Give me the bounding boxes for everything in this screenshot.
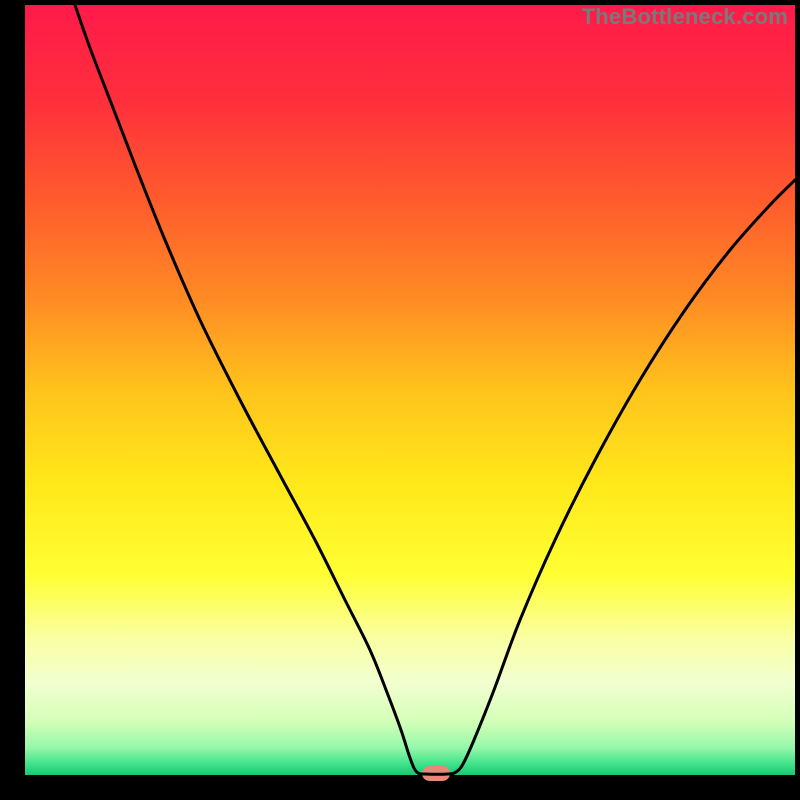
- plot-gradient-background: [25, 5, 795, 775]
- watermark-text: TheBottleneck.com: [582, 4, 788, 30]
- chart-container: TheBottleneck.com: [0, 0, 800, 800]
- minimum-marker-pill: [422, 766, 450, 781]
